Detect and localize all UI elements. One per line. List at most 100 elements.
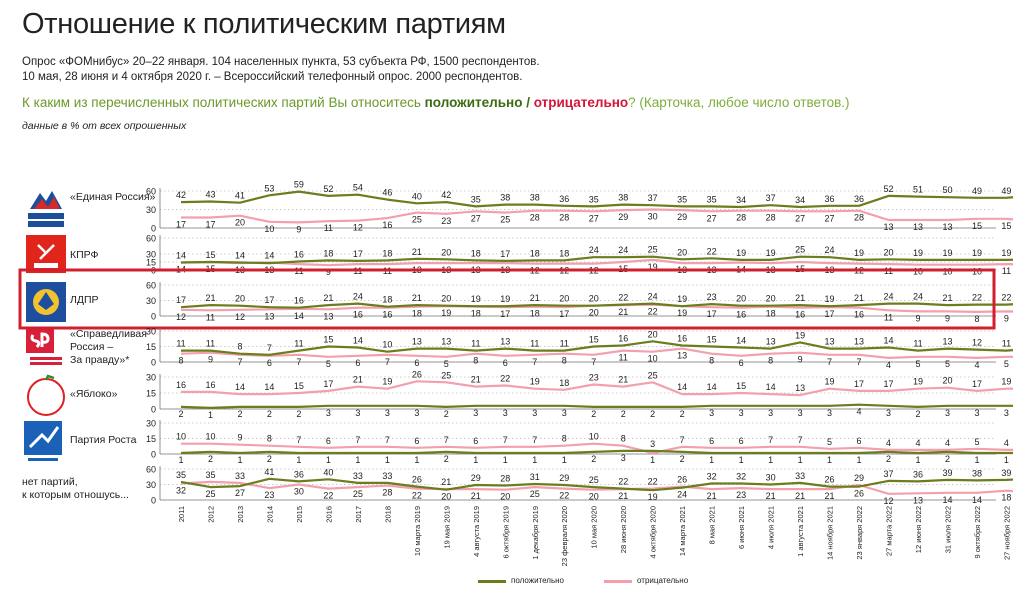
positive-data-label: 16 (618, 333, 628, 343)
negative-data-label: 7 (827, 357, 832, 367)
positive-data-label: 38 (530, 193, 540, 203)
positive-data-label: 39 (942, 468, 952, 478)
negative-data-label: 20 (589, 308, 599, 318)
page-title: Отношение к политическим партиям (22, 8, 506, 40)
positive-data-label: 17 (500, 249, 510, 259)
negative-data-label: 20 (942, 376, 952, 386)
negative-data-label: 25 (353, 489, 363, 499)
positive-data-label: 17 (264, 295, 274, 305)
negative-data-label: 30 (648, 212, 658, 222)
positive-data-label: 1 (532, 455, 537, 465)
positive-data-label: 17 (353, 249, 363, 259)
positive-data-label: 26 (854, 489, 864, 499)
x-tick-label: 2016 (324, 506, 333, 523)
positive-data-label: 1 (208, 410, 213, 420)
positive-data-label: 13 (766, 337, 776, 347)
y-tick-label: 15 (146, 258, 156, 268)
negative-data-label: 32 (176, 485, 186, 495)
negative-data-label: 21 (766, 491, 776, 501)
positive-data-label: 14 (884, 336, 894, 346)
negative-data-label: 12 (235, 312, 245, 322)
positive-data-label: 21 (854, 293, 864, 303)
negative-data-label: 5 (827, 437, 832, 447)
negative-data-label: 10 (942, 267, 952, 277)
positive-data-label: 2 (915, 409, 920, 419)
negative-data-label: 9 (1004, 313, 1009, 323)
positive-data-label: 26 (412, 475, 422, 485)
positive-data-label: 20 (441, 492, 451, 502)
positive-data-label: 59 (294, 180, 304, 190)
negative-data-label: 13 (323, 311, 333, 321)
x-tick-label: 2011 (177, 506, 186, 522)
positive-data-label: 37 (884, 469, 894, 479)
positive-data-label: 2 (621, 409, 626, 419)
negative-data-label: 13 (913, 222, 923, 232)
positive-data-label: 35 (589, 194, 599, 204)
negative-data-label: 4 (886, 438, 891, 448)
positive-data-label: 19 (854, 248, 864, 258)
positive-data-label: 2 (591, 409, 596, 419)
negative-data-label: 6 (326, 436, 331, 446)
positive-data-label: 11 (294, 339, 303, 349)
negative-data-label: 22 (648, 477, 658, 487)
negative-data-label: 6 (709, 436, 714, 446)
y-tick-label: 60 (146, 465, 156, 475)
positive-data-label: 7 (267, 343, 272, 353)
positive-data-label: 1 (768, 455, 773, 465)
positive-data-label: 40 (412, 191, 422, 201)
positive-data-label: 11 (1002, 339, 1011, 349)
positive-data-label: 30 (766, 473, 776, 483)
x-tick-label: 6 октября 2019 (501, 506, 510, 559)
negative-data-label: 22 (323, 491, 333, 501)
negative-data-label: 9 (296, 224, 301, 234)
positive-data-label: 2 (680, 409, 685, 419)
positive-data-label: 35 (176, 470, 186, 480)
positive-data-label: 2 (178, 409, 183, 419)
x-tick-label: 19 мая 2019 (442, 506, 451, 549)
positive-data-label: 1 (974, 455, 979, 465)
positive-data-label: 37 (648, 193, 658, 203)
question-separator: / (522, 95, 534, 110)
negative-data-label: 9 (915, 313, 920, 323)
positive-data-label: 34 (736, 195, 746, 205)
x-tick-label: 12 июня 2022 (914, 506, 923, 553)
positive-data-label: 18 (530, 248, 540, 258)
positive-data-label: 10 (382, 340, 392, 350)
legend-negative-swatch (604, 580, 632, 583)
positive-data-label: 51 (913, 185, 923, 195)
positive-series-line (180, 477, 1013, 492)
positive-data-label: 29 (471, 473, 481, 483)
party-label-no-party: нет партий, к которым отношусь... (22, 476, 129, 501)
y-tick-label: 30 (146, 205, 156, 215)
positive-data-label: 27 (235, 488, 245, 498)
negative-data-label: 10 (205, 432, 215, 442)
negative-data-label: 21 (441, 477, 451, 487)
survey-question: К каким из перечисленных политических па… (22, 95, 850, 110)
positive-data-label: 37 (766, 193, 776, 203)
negative-data-label: 14 (264, 251, 274, 261)
positive-data-label: 2 (444, 409, 449, 419)
negative-data-label: 19 (648, 262, 658, 272)
negative-data-label: 17 (707, 309, 717, 319)
positive-data-label: 1 (414, 455, 419, 465)
negative-data-label: 27 (825, 213, 835, 223)
negative-data-label: 4 (1004, 438, 1009, 448)
negative-data-label: 17 (884, 379, 894, 389)
y-tick-label: 0 (151, 358, 156, 368)
x-tick-label: 31 июля 2022 (944, 506, 953, 553)
y-tick-label: 0 (151, 224, 156, 234)
negative-data-label: 14 (766, 382, 776, 392)
negative-data-label: 28 (736, 213, 746, 223)
positive-data-label: 16 (677, 333, 687, 343)
negative-data-label: 7 (768, 435, 773, 445)
negative-data-label: 7 (503, 435, 508, 445)
negative-data-label: 5 (444, 359, 449, 369)
negative-data-label: 7 (857, 357, 862, 367)
party-label-party-of-growth: Партия Роста (70, 434, 137, 446)
positive-data-label: 28 (500, 474, 510, 484)
negative-data-label: 17 (323, 379, 333, 389)
negative-data-label: 7 (385, 357, 390, 367)
negative-data-label: 14 (972, 495, 982, 505)
positive-data-label: 3 (621, 453, 626, 463)
negative-data-label: 13 (884, 222, 894, 232)
